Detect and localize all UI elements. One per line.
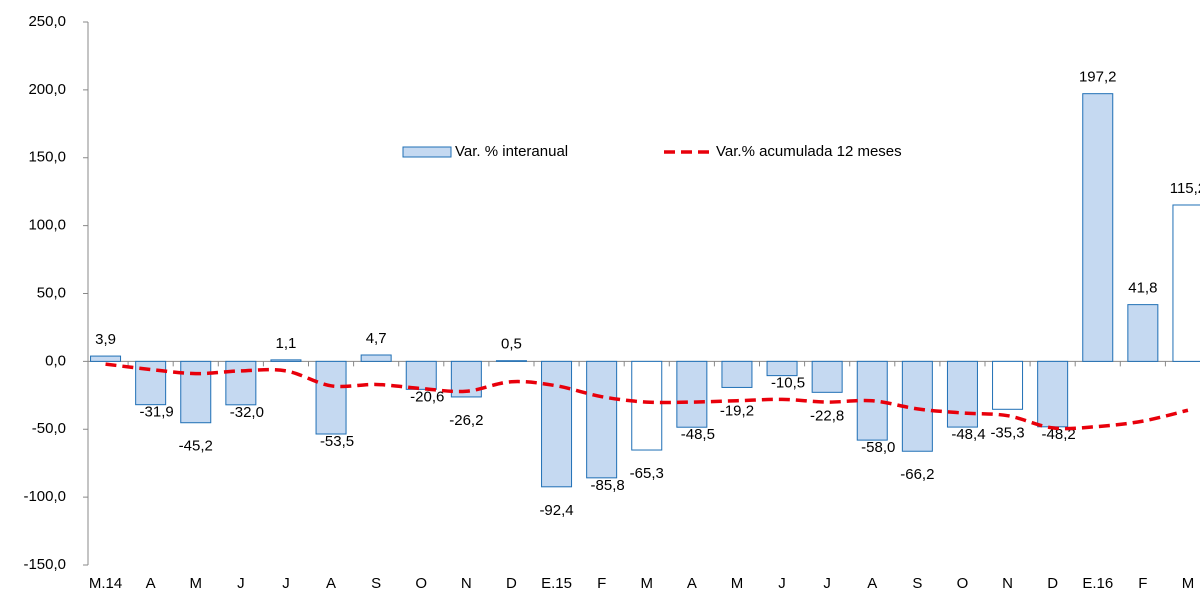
x-tick-label: J	[282, 575, 290, 592]
value-label: 115,2	[1170, 180, 1200, 197]
bar	[586, 360, 618, 479]
bar	[1172, 204, 1200, 362]
bar	[992, 360, 1024, 410]
value-label: -20,6	[410, 388, 444, 405]
value-label: -31,9	[140, 404, 174, 421]
y-tick-label: 50,0	[37, 284, 66, 301]
x-tick-label: J	[778, 575, 786, 592]
value-label: -10,5	[771, 375, 805, 392]
y-tick-label: -100,0	[23, 488, 66, 505]
bar	[811, 360, 843, 393]
bar	[721, 360, 753, 388]
x-tick-label: O	[957, 575, 969, 592]
bar	[541, 360, 573, 488]
x-tick-label: S	[912, 575, 922, 592]
x-tick-label: M.14	[89, 575, 122, 592]
legend-label: Var.% acumulada 12 meses	[716, 143, 902, 160]
value-label: -35,3	[990, 424, 1024, 441]
x-tick-label: F	[597, 575, 606, 592]
x-tick-label: A	[146, 575, 156, 592]
value-label: -53,5	[320, 433, 354, 450]
line	[105, 362, 1189, 431]
x-tick-label: E.15	[541, 575, 572, 592]
value-label: -45,2	[179, 438, 213, 455]
value-label: 0,5	[501, 336, 522, 353]
y-tick-label: -50,0	[32, 420, 66, 437]
bar	[946, 360, 978, 428]
value-label: -48,5	[681, 426, 715, 443]
bar	[766, 360, 798, 377]
x-tick-label: J	[237, 575, 245, 592]
bar	[270, 359, 302, 362]
x-tick-label: M	[1182, 575, 1195, 592]
bar	[180, 360, 212, 424]
legend-swatch	[402, 146, 452, 158]
bar	[360, 354, 392, 362]
value-label: 1,1	[276, 335, 297, 352]
bar	[405, 360, 437, 390]
value-label: -85,8	[591, 477, 625, 494]
value-label: -58,0	[861, 439, 895, 456]
x-tick-label: S	[371, 575, 381, 592]
bar	[90, 355, 122, 362]
value-label: -65,3	[630, 465, 664, 482]
value-label: -19,2	[720, 402, 754, 419]
x-tick-label: M	[731, 575, 744, 592]
y-tick-label: 250,0	[28, 13, 66, 30]
y-tick-label: 150,0	[28, 149, 66, 166]
legend-label: Var. % interanual	[455, 143, 568, 160]
value-label: 197,2	[1079, 69, 1117, 86]
value-label: -66,2	[900, 466, 934, 483]
bar	[1127, 304, 1159, 362]
value-label: -26,2	[449, 412, 483, 429]
x-tick-label: J	[823, 575, 831, 592]
y-tick-label: 100,0	[28, 217, 66, 234]
x-tick-label: O	[415, 575, 427, 592]
x-tick-label: A	[687, 575, 697, 592]
x-tick-label: A	[867, 575, 877, 592]
bar	[315, 360, 347, 435]
value-label: 3,9	[95, 331, 116, 348]
x-tick-label: N	[461, 575, 472, 592]
y-tick-label: 200,0	[28, 81, 66, 98]
x-tick-label: E.16	[1082, 575, 1113, 592]
value-label: 41,8	[1128, 280, 1157, 297]
x-tick-label: A	[326, 575, 336, 592]
x-tick-label: D	[1047, 575, 1058, 592]
value-label: -92,4	[539, 502, 573, 519]
bar	[1037, 360, 1069, 428]
x-tick-label: F	[1138, 575, 1147, 592]
x-tick-label: D	[506, 575, 517, 592]
bar	[676, 360, 708, 428]
x-tick-label: M	[641, 575, 654, 592]
x-tick-label: N	[1002, 575, 1013, 592]
bar	[135, 360, 167, 406]
value-label: -22,8	[810, 407, 844, 424]
value-label: 4,7	[366, 330, 387, 347]
value-label: -32,0	[230, 404, 264, 421]
bar	[495, 360, 527, 362]
x-tick-label: M	[190, 575, 203, 592]
bar	[1082, 93, 1114, 362]
value-label: -48,4	[951, 426, 985, 443]
bar	[631, 360, 663, 451]
y-tick-label: 0,0	[45, 352, 66, 369]
y-tick-label: -150,0	[23, 556, 66, 573]
bar	[225, 360, 257, 406]
